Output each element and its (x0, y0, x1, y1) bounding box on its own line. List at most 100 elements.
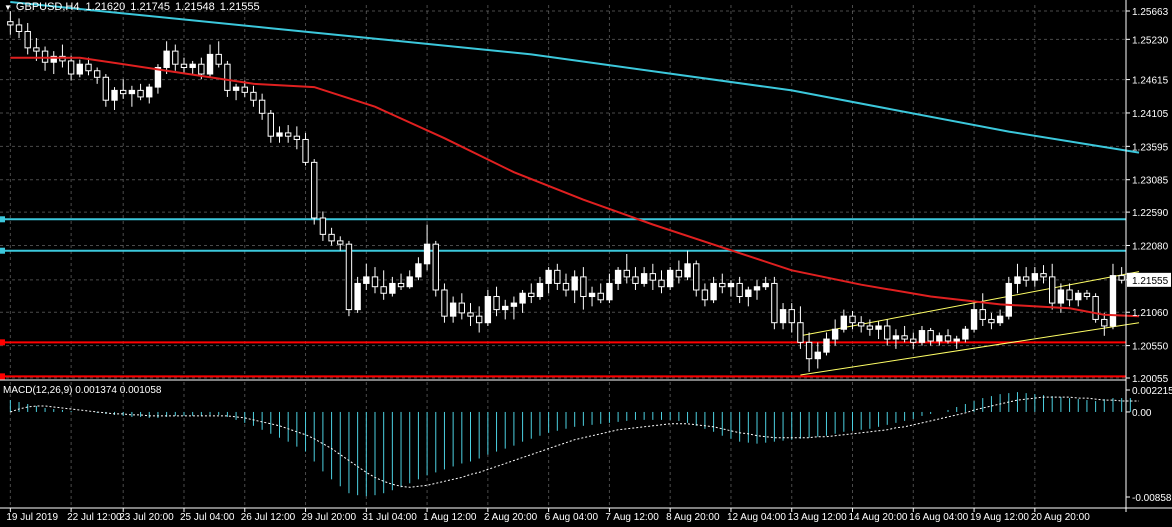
macd-panel (9, 392, 1139, 497)
candle-body (389, 282, 396, 294)
candle-body (528, 292, 535, 298)
candle-body (337, 240, 344, 245)
candle-body (1040, 273, 1047, 278)
candle-body (128, 89, 136, 95)
candle-body (33, 47, 40, 52)
candle-body (406, 276, 413, 288)
y-tick-label: 1.23085 (1132, 176, 1169, 187)
grid (0, 5, 1126, 505)
candle-body (363, 276, 370, 284)
candle-body (484, 296, 492, 324)
x-tick-label: 16 Aug 04:00 (909, 512, 968, 523)
candle-body (753, 286, 761, 291)
candle-body (449, 302, 457, 317)
candle-body (15, 24, 23, 32)
candle-body (267, 112, 274, 137)
candle-body (927, 330, 934, 342)
candle-body (224, 63, 231, 91)
x-tick-label: 25 Jul 04:00 (180, 512, 235, 523)
candle-body (588, 292, 596, 298)
candle-body (640, 273, 648, 284)
x-tick-label: 19 Jul 2019 (6, 512, 58, 523)
candle-body (762, 282, 769, 288)
chart-header: ▼ GBPUSD,H4 1.21620 1.21745 1.21548 1.21555 (4, 1, 265, 13)
candle-body (805, 341, 813, 360)
candle-body (831, 328, 839, 340)
candle-body (215, 53, 222, 65)
low-value: 1.21548 (175, 1, 215, 13)
y-tick-label: 1.24105 (1132, 109, 1169, 120)
candle-body (475, 315, 483, 324)
candle-body (198, 63, 205, 75)
x-tick-label: 1 Aug 12:00 (423, 512, 477, 523)
x-tick-label: 2 Aug 20:00 (484, 512, 538, 523)
candle-body (1118, 275, 1125, 281)
candle-body (849, 315, 856, 324)
candle-body (163, 50, 170, 68)
x-tick-label: 29 Jul 20:00 (302, 512, 357, 523)
candle-body (936, 335, 943, 342)
candle-body (1031, 273, 1039, 281)
candle-body (771, 282, 778, 324)
candle-body (180, 63, 188, 68)
candle-body (146, 86, 153, 98)
x-tick-label: 19 Aug 12:00 (970, 512, 1029, 523)
line-handle (0, 339, 5, 346)
macd-signal-value: 0.001058 (119, 385, 162, 396)
candle-body (632, 276, 639, 284)
candle-body (1101, 318, 1108, 327)
x-tick-label: 31 Jul 04:00 (362, 512, 417, 523)
y-tick-label: 1.22590 (1132, 208, 1169, 219)
candle-body (658, 279, 665, 288)
candles (7, 11, 1125, 372)
candle-body (996, 315, 1004, 324)
candle-body (432, 243, 439, 291)
dropdown-triangle-icon[interactable]: ▼ (4, 3, 12, 12)
candle-body (918, 330, 926, 343)
channel-lines[interactable] (800, 271, 1140, 376)
candle-body (684, 263, 691, 278)
high-value: 1.21745 (130, 1, 171, 13)
candle-body (910, 338, 917, 343)
candle-body (840, 315, 848, 330)
candle-body (892, 335, 900, 340)
y-axis-labels: 1.25663 1.25230 1.24615 1.24105 1.23595 1.230… (1126, 7, 1172, 504)
x-tick-label: 22 Jul 12:00 (67, 512, 122, 523)
candle-body (371, 276, 379, 288)
candle-body (1005, 282, 1012, 317)
candle-body (319, 217, 327, 235)
y-tick-label: 1.25230 (1132, 35, 1169, 46)
y-tick-label: 1.25663 (1132, 7, 1169, 18)
candle-body (745, 289, 752, 298)
candle-body (858, 322, 865, 327)
x-tick-label: 13 Aug 12:00 (788, 512, 847, 523)
horizontal-lines[interactable] (0, 216, 1126, 380)
candle-body (944, 335, 952, 342)
candle-body (666, 269, 674, 288)
x-tick-label: 26 Jul 12:00 (241, 512, 296, 523)
candle-body (649, 273, 657, 281)
candle-body (1109, 275, 1117, 327)
close-value: 1.21555 (219, 1, 260, 13)
candle-body (970, 309, 978, 330)
candle-body (736, 282, 743, 298)
candle-body (345, 243, 353, 311)
axes (0, 0, 1172, 512)
open-value: 1.21620 (85, 1, 126, 13)
y-tick-label: 1.24615 (1132, 76, 1169, 87)
candle-body (67, 60, 75, 75)
x-tick-label: 20 Aug 20:00 (1031, 512, 1090, 523)
candle-body (614, 269, 622, 284)
macd-y-tick-label: 0.002215 (1132, 386, 1172, 397)
current-price-tag (1127, 272, 1171, 287)
x-tick-label: 6 Aug 04:00 (545, 512, 599, 523)
ma-slow-line (10, 1, 1140, 154)
candle-body (311, 161, 318, 219)
candle-body (380, 286, 387, 294)
candle-body (823, 338, 830, 353)
candle-body (1075, 292, 1082, 301)
candle-body (397, 282, 405, 288)
channel-trendline (800, 322, 1140, 376)
